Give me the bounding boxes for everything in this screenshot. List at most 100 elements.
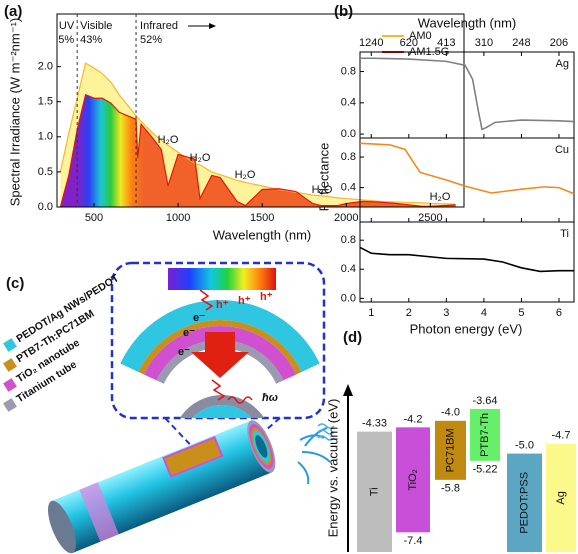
panel-label: (a): [4, 3, 22, 20]
ti-tube-section: [175, 395, 269, 418]
annotation: H₂O: [430, 191, 451, 203]
y-tick-label: 0.0: [341, 128, 356, 140]
tio2-layer: [143, 326, 297, 381]
x-tick-label: 2: [406, 307, 412, 319]
electron-label: e⁻: [183, 327, 195, 339]
legend-label: AM0: [409, 30, 432, 42]
y-tick-label: 1.5: [38, 96, 53, 108]
y-tick-label: 0.8: [341, 234, 356, 246]
hole-label: h⁺: [238, 295, 251, 307]
series-line: [59, 62, 456, 205]
y-tick-label: 0.4: [341, 97, 356, 109]
photon-label: ħω: [262, 392, 278, 404]
water-splash: [297, 461, 310, 485]
subplot-frame: [359, 137, 575, 223]
water-splash: [304, 427, 328, 447]
y-axis-label: Reflectance: [316, 143, 331, 212]
subplot-name: Ag: [556, 58, 569, 70]
electron-label: e⁻: [193, 312, 205, 324]
axis-arrow: [343, 384, 353, 396]
cutaway-window: [162, 436, 224, 478]
y-tick-label: 0.0: [341, 292, 356, 304]
hole-label: h⁺: [216, 299, 229, 311]
material-label: PC71BM: [444, 428, 456, 472]
spectrum-bar: [168, 268, 276, 290]
tube: [48, 420, 276, 554]
energy-level: [357, 431, 392, 552]
energy-level: [546, 443, 576, 552]
x-tick-label: 2000: [334, 212, 358, 224]
series-line: [59, 93, 456, 208]
legend-swatch: [3, 378, 17, 392]
value-label: -5.0: [515, 440, 534, 452]
tube-core: [184, 405, 260, 418]
value-label: -5.8: [441, 483, 460, 495]
subplot-frame: [359, 221, 575, 303]
energy-level: [507, 453, 542, 552]
legend-swatch: [3, 358, 17, 372]
y-axis-label: Spectral Irradiance (W m⁻²nm⁻¹): [7, 18, 22, 207]
y-tick-label: 1.0: [38, 131, 53, 143]
y-tick-label: 0.8: [341, 151, 356, 163]
water-wave: [317, 423, 335, 429]
tube-body: [51, 420, 272, 553]
y-tick-label: 0.0: [38, 201, 53, 213]
tube-texture: [79, 482, 119, 542]
x-tick-label: 5: [518, 307, 524, 319]
x2-tick-label: 310: [475, 37, 493, 49]
annotation: 52%: [140, 34, 162, 46]
energy-level: [396, 427, 430, 533]
photon-squiggle: [211, 379, 226, 401]
annotation: H₂O: [190, 152, 211, 164]
subplot-name: Cu: [555, 144, 569, 156]
x2-tick-label: 248: [512, 37, 530, 49]
legend-swatch: [3, 338, 17, 352]
infrared-arrowhead: [209, 23, 217, 29]
panel-label: (c): [6, 275, 24, 292]
y-tick-label: 0.4: [341, 263, 356, 275]
reflectance-line: [360, 57, 575, 131]
reflectance-line: [359, 142, 575, 195]
value-label: -4.7: [552, 430, 571, 442]
photon-squiggle: [199, 289, 214, 311]
x-tick-label: 1000: [166, 212, 190, 224]
active-layer: [138, 320, 302, 375]
x-axis-label: Wavelength (nm): [213, 227, 312, 242]
x2-tick-label: 206: [550, 37, 568, 49]
electron-label: e⁻: [178, 346, 190, 358]
panel-label: (d): [343, 329, 362, 346]
value-label: -7.4: [404, 535, 423, 547]
annotation: H₂O: [235, 169, 256, 181]
pedot-layer: [120, 300, 320, 372]
annotation: Infrared: [140, 20, 178, 32]
material-label: PTB7-Th: [479, 413, 491, 457]
material-label: Ti: [368, 487, 380, 496]
x2-tick-label: 620: [400, 37, 418, 49]
x-tick-label: 6: [556, 307, 562, 319]
material-label: TiO₂: [407, 469, 419, 491]
energy-arrow: [191, 332, 249, 378]
x-tick-label: 4: [481, 307, 487, 319]
x-tick-label: 3: [443, 307, 449, 319]
tube-cap: [48, 500, 76, 554]
value-label: -3.64: [472, 395, 497, 407]
x2-axis-label: Wavelength (nm): [418, 15, 517, 30]
y-tick-label: 0.4: [341, 182, 356, 194]
x2-tick-label: 413: [437, 37, 455, 49]
x2-tick-label: 1240: [359, 37, 383, 49]
material-label: PEDOT:PSS: [518, 472, 530, 534]
legend-swatch: [3, 398, 17, 412]
subplot-frame: [359, 51, 575, 139]
energy-level: [435, 420, 466, 480]
water-wave: [317, 429, 335, 435]
panel-label: (b): [334, 3, 353, 20]
diagram-shapes: [48, 261, 335, 554]
diagram-legend: PEDOT/Ag NWs/PEDOT PTB7-Th:PC71BM TiO₂ n…: [3, 272, 122, 412]
x-tick-label: 1500: [250, 212, 274, 224]
y-tick-label: 0.8: [341, 65, 356, 77]
value-label: -4.0: [441, 407, 460, 419]
value-label: -4.2: [404, 413, 423, 425]
annotation: 5%: [58, 34, 74, 46]
plot-frame: [56, 13, 465, 208]
